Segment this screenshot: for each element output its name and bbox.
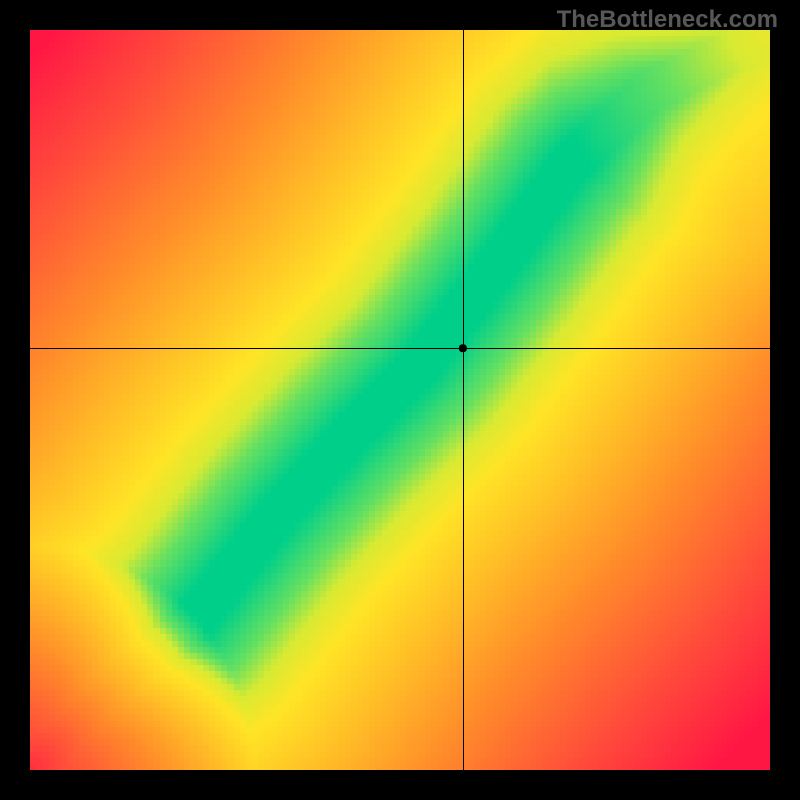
watermark-text: TheBottleneck.com bbox=[557, 6, 778, 34]
bottleneck-heatmap bbox=[30, 30, 770, 770]
